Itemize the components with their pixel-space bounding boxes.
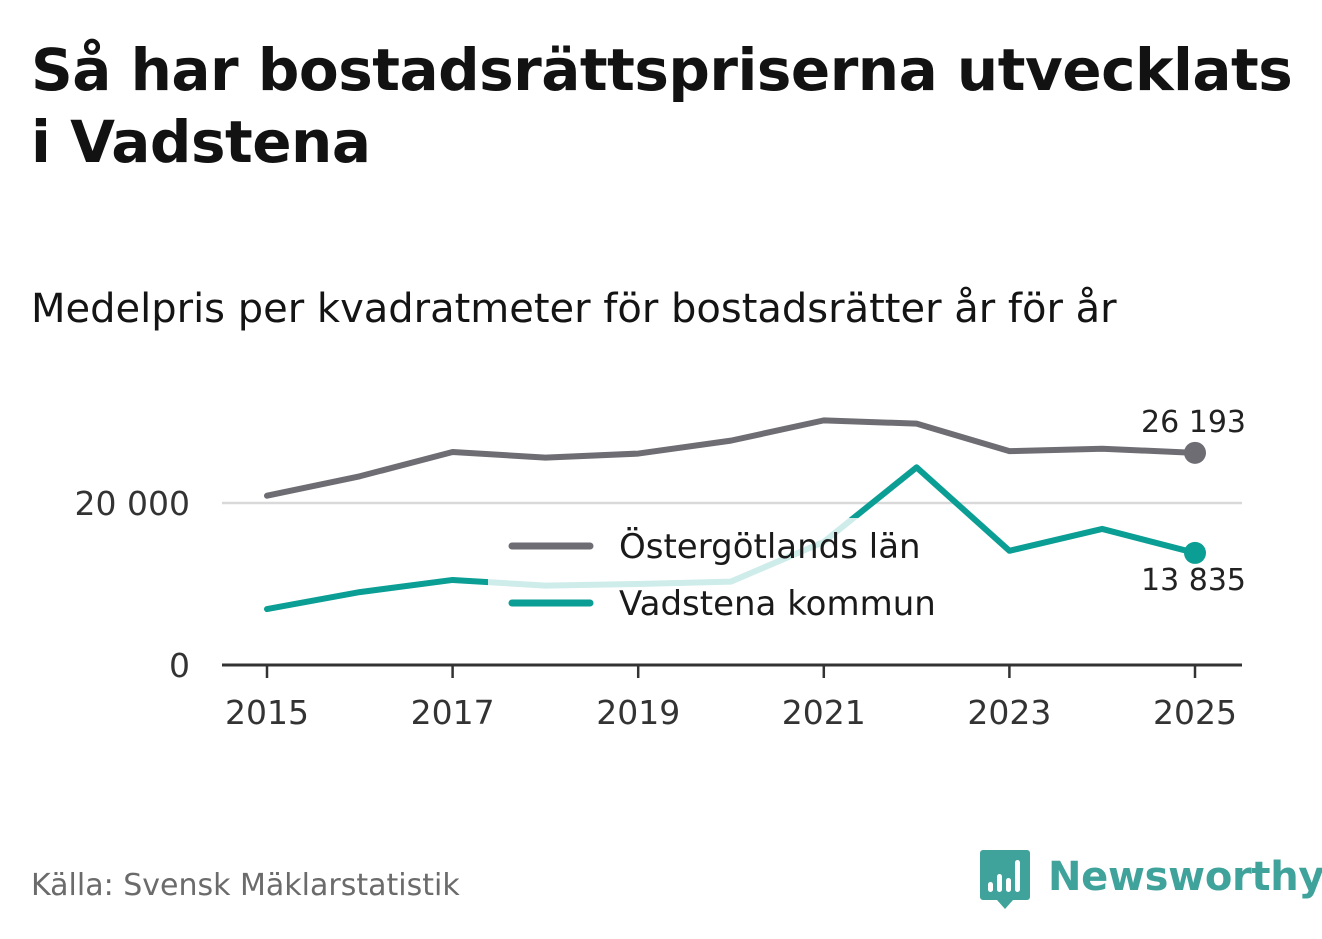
- series-line-ostergotlands-lan: [264, 417, 1198, 499]
- brand-name: Newsworthy: [1048, 854, 1322, 900]
- x-tick-label-2023: 2023: [967, 693, 1051, 732]
- legend-background: [488, 518, 968, 632]
- line-chart: 0 20 000 2015 2017 2019 2021 2023 2025 Östergöt…: [75, 405, 1246, 732]
- legend: Östergötlands län Vadstena kommun: [488, 518, 968, 632]
- legend-label-vadstena-kommun: Vadstena kommun: [619, 584, 936, 624]
- newsworthy-bar-chart-icon: [980, 850, 1030, 909]
- end-label-ostergotlands-lan: 26 193: [1141, 405, 1246, 440]
- end-marker-vadstena-kommun: [1184, 541, 1206, 564]
- axis-layer: 0 20 000 2015 2017 2019 2021 2023 2025: [75, 484, 1242, 732]
- x-tick-label-2021: 2021: [782, 693, 866, 732]
- y-tick-label-0: 0: [169, 646, 190, 685]
- x-tick-label-2017: 2017: [411, 693, 495, 732]
- x-tick-label-2015: 2015: [225, 693, 309, 732]
- chart-subtitle: Medelpris per kvadratmeter för bostadsrä…: [31, 286, 1117, 332]
- source-note: Källa: Svensk Mäklarstatistik: [31, 868, 460, 903]
- end-label-vadstena-kommun: 13 835: [1141, 563, 1246, 598]
- label-layer: 26 193 13 835: [1141, 405, 1246, 598]
- y-tick-label-20000: 20 000: [75, 484, 190, 523]
- legend-label-ostergotlands-lan: Östergötlands län: [619, 526, 921, 567]
- end-marker-ostergotlands-lan: [1184, 441, 1206, 464]
- x-tick-label-2019: 2019: [596, 693, 680, 732]
- chart-title: Så har bostadsrättspriserna utvecklats i…: [31, 36, 1293, 176]
- brand-logo: Newsworthy: [980, 850, 1322, 910]
- x-tick-label-2025: 2025: [1153, 693, 1237, 732]
